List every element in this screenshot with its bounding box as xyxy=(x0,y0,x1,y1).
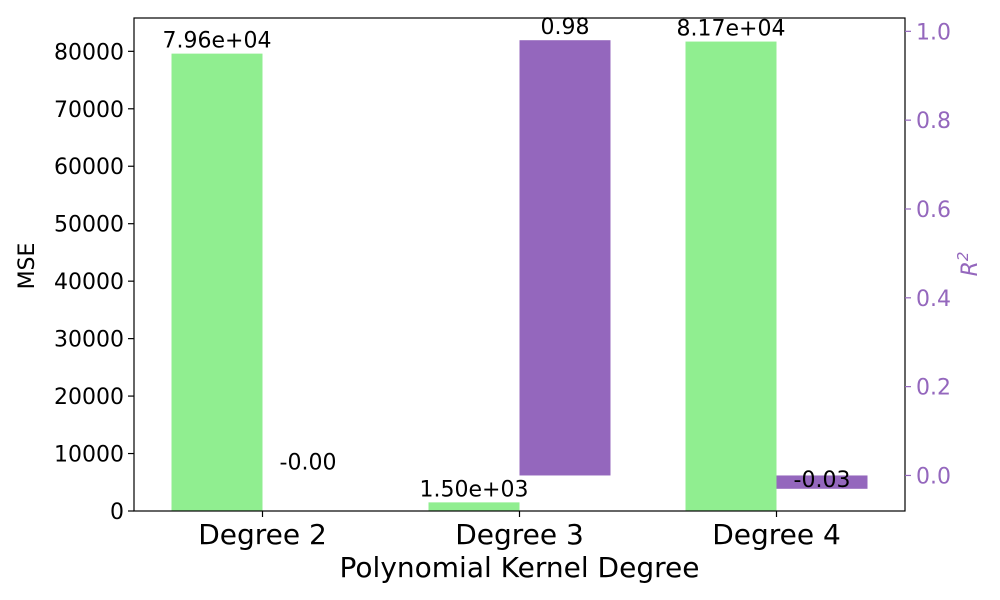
left-axis-ticks: 0 10000 20000 30000 40000 50000 60000 70000 8000… xyxy=(54,40,134,525)
left-tick-label-1: 10000 xyxy=(54,443,124,468)
right-tick-label-2: 0.4 xyxy=(916,287,951,312)
right-tick-label-4: 0.8 xyxy=(916,109,951,134)
x-tick-label-1: Degree 2 xyxy=(198,518,327,551)
r2-bars xyxy=(519,40,868,489)
r2-bar-3 xyxy=(776,475,868,489)
r2-bar-label-1: -0.00 xyxy=(280,450,337,475)
mse-bar-label-2: 1.50e+03 xyxy=(420,477,529,502)
mse-bar-label-1: 7.96e+04 xyxy=(163,29,272,54)
mse-bar-2 xyxy=(428,502,520,511)
right-tick-label-0: 0.0 xyxy=(916,464,951,489)
left-tick-label-4: 40000 xyxy=(54,270,124,295)
left-tick-label-2: 20000 xyxy=(54,385,124,410)
right-tick-label-5: 1.0 xyxy=(916,20,951,45)
left-tick-label-3: 30000 xyxy=(54,328,124,353)
mse-bar-1 xyxy=(171,53,263,512)
mse-bars xyxy=(171,41,777,512)
r2-bar-label-2: 0.98 xyxy=(541,15,590,40)
left-tick-label-5: 50000 xyxy=(54,213,124,238)
left-tick-label-8: 80000 xyxy=(54,40,124,65)
right-tick-label-3: 0.6 xyxy=(916,198,951,223)
right-axis-title-superscript: 2 xyxy=(954,252,972,262)
left-axis-title: MSE xyxy=(15,243,40,290)
mse-bar-3 xyxy=(685,41,777,511)
left-tick-label-6: 60000 xyxy=(54,155,124,180)
right-axis-ticks: 0.0 0.2 0.4 0.6 0.8 1.0 xyxy=(905,20,951,489)
right-axis-title: R2 xyxy=(954,252,983,277)
x-axis-ticks: Degree 2 Degree 3 Degree 4 xyxy=(198,511,841,551)
mse-bar-label-3: 8.17e+04 xyxy=(677,17,786,42)
bar-value-labels: 7.96e+04 -0.00 1.50e+03 0.98 8.17e+04 -0.03 xyxy=(163,15,851,502)
x-axis-title: Polynomial Kernel Degree xyxy=(340,551,700,584)
r2-bar-label-3: -0.03 xyxy=(794,468,851,493)
r2-bar-2 xyxy=(519,40,611,476)
left-tick-label-7: 70000 xyxy=(54,98,124,123)
left-tick-label-0: 0 xyxy=(110,500,124,525)
right-tick-label-1: 0.2 xyxy=(916,376,951,401)
right-axis-title-base: R xyxy=(958,261,983,276)
x-tick-label-3: Degree 4 xyxy=(712,518,841,551)
x-tick-label-2: Degree 3 xyxy=(455,518,584,551)
